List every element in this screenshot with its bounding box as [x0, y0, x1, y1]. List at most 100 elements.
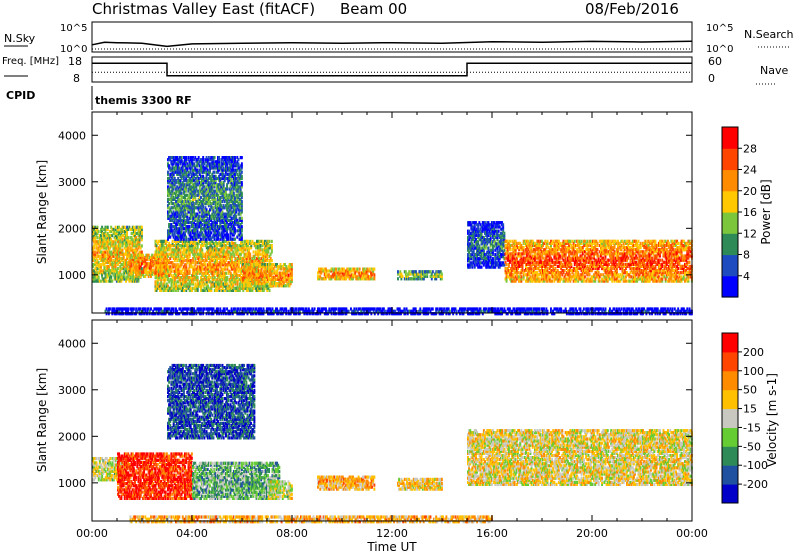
data-cell [187, 267, 190, 271]
data-cell [173, 286, 176, 290]
data-cell [130, 262, 133, 266]
data-cell [139, 246, 142, 250]
data-cell [170, 280, 173, 284]
data-cell [100, 269, 102, 273]
data-cell [246, 246, 249, 250]
data-cell [93, 263, 96, 267]
data-cell [129, 260, 132, 264]
data-cell [127, 238, 130, 242]
data-cell [175, 195, 177, 199]
data-cell [261, 286, 264, 290]
data-cell [135, 244, 138, 248]
data-cell [290, 263, 293, 267]
data-cell [102, 254, 105, 258]
data-cell [196, 269, 199, 273]
data-cell [105, 238, 108, 242]
data-cell [126, 260, 129, 265]
data-cell [137, 255, 140, 259]
data-cell [119, 260, 122, 265]
data-cell [211, 248, 214, 252]
data-cell [153, 253, 156, 257]
data-cell [249, 286, 252, 290]
data-cell [176, 237, 179, 241]
data-cell [178, 284, 181, 288]
data-cell [212, 267, 215, 271]
data-cell [226, 241, 229, 246]
data-cell [114, 225, 117, 229]
data-cell [168, 214, 171, 218]
data-cell [122, 256, 125, 260]
data-cell [179, 261, 182, 265]
data-cell [237, 263, 240, 267]
data-cell [134, 248, 136, 252]
data-cell [177, 284, 180, 288]
data-cell [237, 265, 240, 269]
data-cell [162, 261, 165, 265]
data-cell [200, 267, 203, 271]
data-cell [171, 288, 174, 292]
data-cell [219, 244, 222, 248]
data-cell [264, 244, 266, 248]
data-cell [236, 286, 239, 290]
data-cell [236, 284, 239, 288]
data-cell [170, 244, 173, 248]
data-cell [209, 276, 212, 280]
data-cell [218, 239, 221, 243]
data-cell [96, 246, 99, 250]
data-cell [180, 156, 183, 160]
data-cell [203, 263, 206, 267]
data-cell [118, 252, 121, 256]
data-cell [258, 248, 261, 252]
data-cell [236, 259, 239, 263]
data-cell [98, 263, 101, 267]
data-cell [256, 256, 258, 260]
data-cell [137, 240, 140, 244]
data-cell [137, 268, 140, 272]
data-cell [120, 279, 123, 283]
data-cell [269, 244, 272, 248]
data-cell [246, 252, 249, 256]
data-cell [213, 271, 216, 275]
data-cell [154, 267, 157, 271]
data-cell [207, 246, 209, 250]
data-cell [172, 288, 175, 292]
data-cell [109, 234, 111, 238]
data-cell [97, 265, 100, 269]
data-cell [184, 265, 187, 269]
data-cell [258, 263, 261, 267]
data-cell [92, 258, 94, 262]
data-cell [107, 279, 110, 283]
data-cell [170, 160, 173, 164]
data-cell [196, 244, 199, 248]
data-cell [259, 246, 262, 250]
data-cell [180, 239, 183, 243]
data-cell [171, 239, 174, 243]
data-cell [113, 246, 116, 250]
data-cell [177, 271, 180, 275]
data-cell [156, 269, 159, 273]
data-cell [144, 268, 147, 272]
data-cell [167, 181, 169, 185]
data-cell [230, 280, 233, 284]
data-cell [246, 250, 249, 254]
data-cell [159, 269, 162, 273]
data-cell [93, 277, 96, 281]
data-cell [440, 272, 443, 276]
data-cell [94, 231, 97, 236]
data-cell [119, 277, 122, 281]
data-cell [112, 229, 115, 234]
data-cell [184, 244, 187, 248]
data-cell [135, 255, 138, 259]
data-cell [172, 170, 175, 174]
data-cell [106, 231, 109, 236]
data-cell [155, 263, 158, 267]
data-cell [170, 214, 173, 218]
data-cell [208, 280, 211, 284]
data-cell [210, 288, 213, 292]
data-cell [140, 225, 143, 229]
data-cell [126, 263, 129, 267]
data-cell [172, 202, 175, 206]
data-cell [196, 282, 199, 286]
data-cell [117, 250, 119, 254]
data-cell [106, 273, 109, 277]
